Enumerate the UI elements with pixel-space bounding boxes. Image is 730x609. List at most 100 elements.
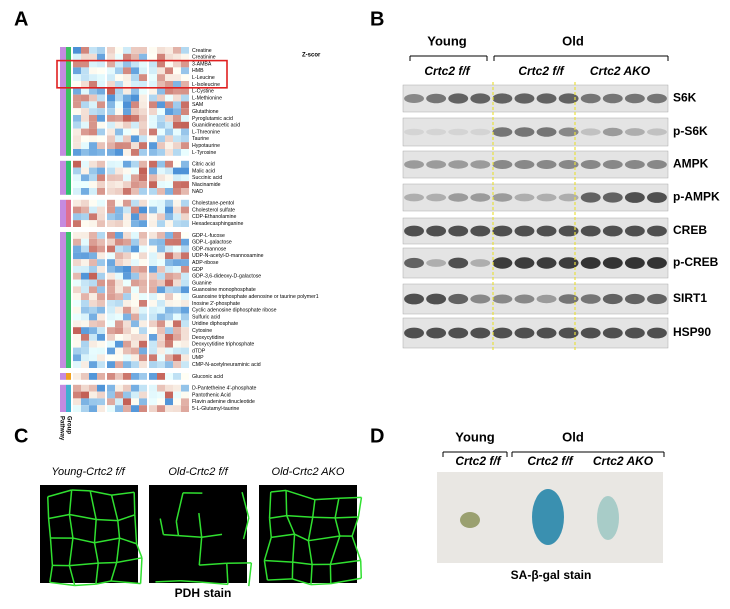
heatmap-cell bbox=[73, 238, 81, 246]
heatmap-cell bbox=[131, 121, 139, 129]
heatmap-cell bbox=[181, 149, 189, 156]
blot-band bbox=[448, 93, 469, 104]
heatmap-cell bbox=[131, 361, 139, 368]
blot-band bbox=[470, 160, 491, 169]
heatmap-cell bbox=[107, 213, 115, 221]
metabolite-label: L-Cystine bbox=[192, 89, 214, 95]
tissue bbox=[460, 512, 480, 528]
blot-band bbox=[580, 294, 601, 304]
heatmap-cell bbox=[89, 81, 97, 88]
cell-membrane bbox=[268, 491, 272, 519]
heatmap-cell bbox=[139, 252, 147, 260]
heatmap-cell bbox=[123, 67, 131, 75]
heatmap-cell bbox=[157, 67, 165, 75]
metabolite-label: Glutathione bbox=[192, 109, 219, 115]
heatmap-cell bbox=[157, 279, 165, 287]
heatmap-cell bbox=[115, 347, 123, 355]
cell-membrane bbox=[330, 577, 362, 585]
cell-membrane bbox=[178, 534, 202, 539]
heatmap-cell bbox=[165, 373, 173, 380]
heatmap-cell bbox=[157, 149, 165, 156]
heatmap-cell bbox=[131, 181, 139, 188]
heatmap-cell bbox=[165, 259, 173, 266]
cell-membrane bbox=[312, 516, 336, 519]
heatmap-cell bbox=[181, 373, 189, 380]
heatmap-cell bbox=[73, 220, 81, 227]
heatmap-cell bbox=[165, 398, 173, 406]
heatmap-cell bbox=[173, 101, 181, 109]
micrograph bbox=[259, 485, 357, 583]
cell-membrane bbox=[155, 580, 181, 583]
cell-membrane bbox=[93, 519, 97, 543]
group-label: Group bbox=[65, 416, 71, 434]
heatmap-cell bbox=[97, 81, 105, 88]
cell-membrane bbox=[175, 492, 184, 522]
heatmap-cell bbox=[165, 94, 173, 102]
heatmap-cell bbox=[73, 286, 81, 294]
metabolite-label: NAD bbox=[192, 189, 203, 195]
heatmap-cell bbox=[139, 320, 147, 328]
blot-band bbox=[602, 257, 623, 269]
heatmap-cell bbox=[173, 293, 181, 300]
heatmap-cell bbox=[97, 391, 105, 399]
heatmap-cell bbox=[139, 340, 147, 348]
heatmap-cell bbox=[81, 53, 89, 61]
heatmap-cell bbox=[73, 142, 81, 149]
heatmap-cell bbox=[149, 149, 157, 156]
heatmap-cell bbox=[139, 286, 147, 294]
genotype-label: Crtc2 AKO bbox=[593, 454, 654, 468]
cell-membrane bbox=[308, 535, 340, 542]
heatmap-cell bbox=[181, 272, 189, 280]
blot-band bbox=[492, 225, 513, 237]
heatmap-cell bbox=[73, 174, 81, 182]
group-label: Young bbox=[455, 429, 495, 444]
blot-band bbox=[492, 93, 513, 104]
heatmap-cell bbox=[81, 405, 89, 412]
blot-band bbox=[624, 93, 645, 104]
cell-membrane bbox=[269, 514, 287, 519]
heatmap-cell bbox=[81, 74, 89, 81]
cell-membrane bbox=[180, 580, 200, 583]
heatmap-cell bbox=[97, 286, 105, 294]
blot-band bbox=[580, 93, 601, 104]
cell-membrane bbox=[69, 562, 99, 567]
heatmap-cell bbox=[123, 115, 131, 122]
heatmap-cell bbox=[81, 67, 89, 75]
heatmap-cell bbox=[123, 53, 131, 61]
heatmap-cell bbox=[149, 266, 157, 273]
heatmap-cell bbox=[157, 206, 165, 214]
heatmap-cell bbox=[81, 121, 89, 129]
heatmap-cell bbox=[157, 60, 165, 68]
heatmap-cell bbox=[139, 128, 147, 136]
heatmap-cell bbox=[139, 135, 147, 143]
metabolite-label: Deoxycytidine triphosphate bbox=[192, 342, 254, 348]
blot-band bbox=[426, 225, 447, 237]
cell-membrane bbox=[48, 513, 70, 520]
heatmap-cell bbox=[131, 347, 139, 355]
heatmap-cell bbox=[149, 391, 157, 399]
heatmap-cell bbox=[107, 149, 115, 156]
heatmap-cell bbox=[73, 108, 81, 115]
heatmap-cell bbox=[131, 128, 139, 136]
heatmap-cell bbox=[165, 206, 173, 214]
z-score-label: Z-scor bbox=[302, 53, 321, 59]
heatmap-cell bbox=[107, 199, 115, 207]
heatmap-cell bbox=[139, 108, 147, 115]
heatmap-cell bbox=[89, 206, 97, 214]
cell-membrane bbox=[68, 514, 74, 539]
blot-band bbox=[624, 225, 645, 237]
heatmap-cell bbox=[173, 334, 181, 341]
metabolite-label: Cytosine bbox=[192, 328, 212, 334]
heatmap-cell bbox=[81, 108, 89, 115]
heatmap-cell bbox=[81, 259, 89, 266]
heatmap-cell bbox=[181, 306, 189, 314]
heatmap-cell bbox=[73, 115, 81, 122]
heatmap-cell bbox=[73, 327, 81, 334]
heatmap-cell bbox=[123, 259, 131, 266]
heatmap-cell bbox=[157, 115, 165, 122]
cell-membrane bbox=[311, 499, 316, 518]
heatmap-cell bbox=[131, 101, 139, 109]
heatmap-cell bbox=[149, 142, 157, 149]
heatmap-cell bbox=[157, 286, 165, 294]
heatmap-cell bbox=[173, 149, 181, 156]
